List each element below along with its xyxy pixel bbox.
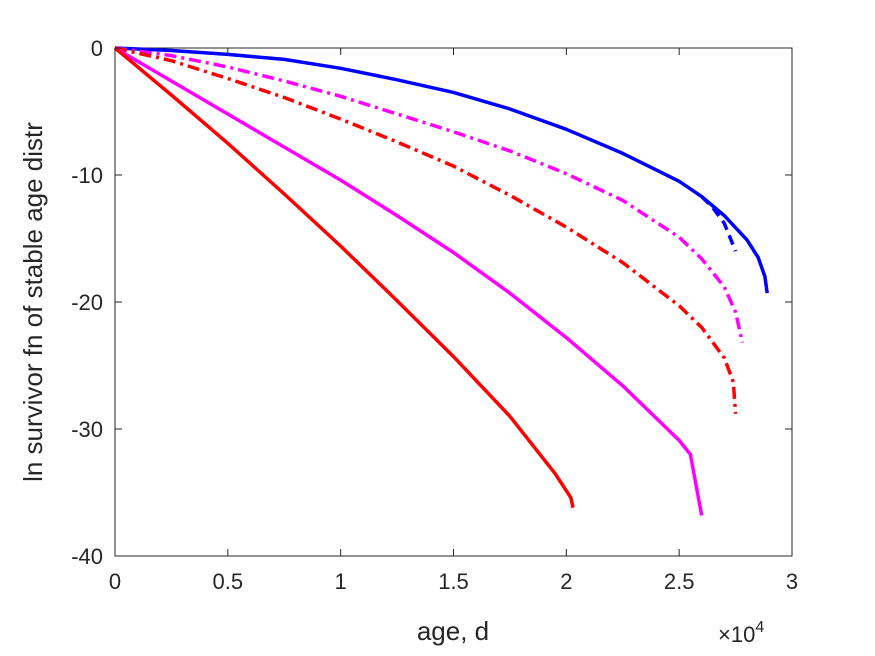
y-axis-label: ln survivor fn of stable age distr bbox=[18, 122, 48, 482]
series-line-1 bbox=[114, 46, 769, 294]
tick-layer: 0 0.5 1 1.5 2 2.5 3 0 -10 -20 -30 -40 bbox=[71, 36, 798, 594]
x-tick-label: 2.5 bbox=[664, 569, 695, 594]
x-tick-label: 1 bbox=[335, 569, 347, 594]
x-multiplier: ×104 bbox=[718, 619, 764, 647]
series-line-3 bbox=[114, 46, 745, 343]
x-tick-label: 2 bbox=[560, 569, 572, 594]
plot-area bbox=[114, 47, 793, 557]
y-tick-label: -10 bbox=[71, 163, 103, 188]
series-line-6 bbox=[113, 46, 575, 509]
x-tick-label: 1.5 bbox=[438, 569, 469, 594]
series-line-4 bbox=[114, 46, 738, 414]
y-tick-label: -30 bbox=[71, 417, 103, 442]
series-line-2 bbox=[700, 195, 738, 252]
series-line-5 bbox=[114, 46, 704, 516]
y-tick-label: 0 bbox=[91, 36, 103, 61]
x-tick-label: 0 bbox=[109, 569, 121, 594]
x-axis-label: age, d bbox=[417, 616, 489, 646]
y-tick-label: -40 bbox=[71, 544, 103, 569]
x-tick-label: 0.5 bbox=[213, 569, 244, 594]
x-multiplier-base: ×10 bbox=[718, 622, 755, 647]
x-tick-label: 3 bbox=[786, 569, 798, 594]
y-tick-label: -20 bbox=[71, 290, 103, 315]
x-multiplier-exp: 4 bbox=[755, 619, 764, 636]
series-layer bbox=[113, 46, 769, 516]
